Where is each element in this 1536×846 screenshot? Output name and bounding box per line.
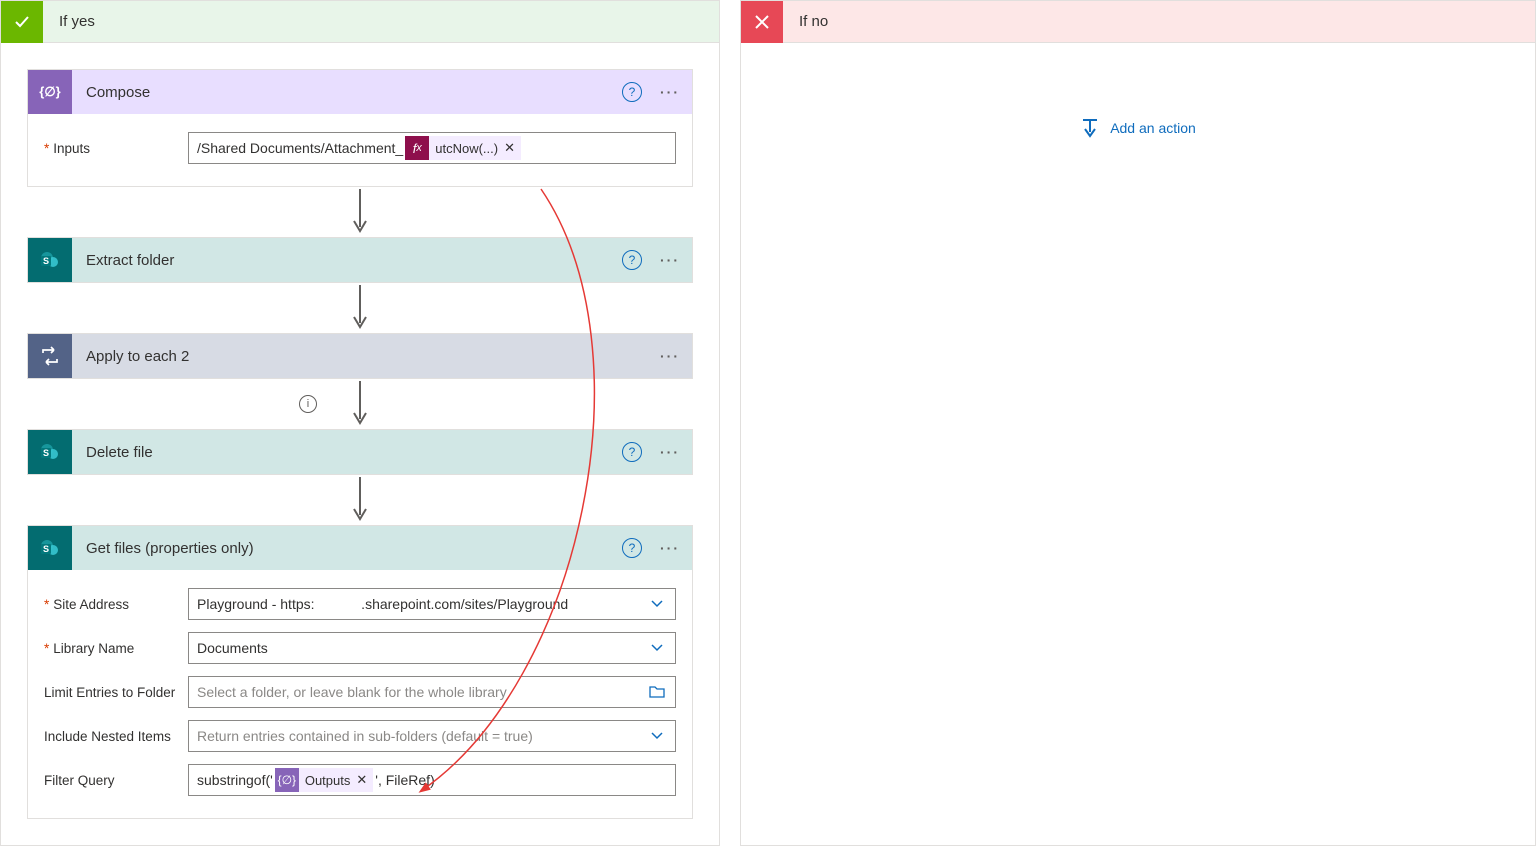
loop-icon [28,334,72,378]
help-icon[interactable]: ? [622,82,642,102]
remove-token-icon[interactable]: ✕ [356,772,367,788]
apply-to-each-card[interactable]: Apply to each 2 ··· [27,333,693,379]
help-icon[interactable]: ? [622,250,642,270]
more-icon[interactable]: ··· [656,540,684,556]
chevron-down-icon[interactable] [643,597,671,611]
compose-inputs-field[interactable]: /Shared Documents/Attachment_ fx utcNow(… [188,132,676,164]
compose-header[interactable]: {∅} Compose ? ··· [28,70,692,114]
svg-text:S: S [43,544,49,554]
extract-folder-card[interactable]: S Extract folder ? ··· [27,237,693,283]
filter-query-field[interactable]: substringof(' {∅} Outputs ✕ ', FileRef) [188,764,676,796]
inputs-label: *Inputs [44,141,188,156]
more-icon[interactable]: ··· [656,252,684,268]
if-no-title: If no [783,13,828,30]
info-icon[interactable]: i [299,395,317,413]
inputs-text-prefix: /Shared Documents/Attachment_ [197,140,403,156]
get-files-card[interactable]: S Get files (properties only) ? ··· *Sit… [27,525,693,819]
if-no-header: If no [741,1,1535,43]
extract-title: Extract folder [72,252,622,269]
svg-text:{∅}: {∅} [39,84,60,99]
sharepoint-icon: S [28,238,72,282]
add-action-button[interactable]: Add an action [1080,117,1196,139]
library-name-field[interactable]: Documents [188,632,676,664]
help-icon[interactable]: ? [622,442,642,462]
compose-card[interactable]: {∅} Compose ? ··· *Inputs /Shared Docume… [27,69,693,187]
site-address-field[interactable]: Playground - https: .sharepoint.com/site… [188,588,676,620]
if-no-branch: If no Add an action [740,0,1536,846]
utcnow-token[interactable]: fx utcNow(...) ✕ [405,136,521,160]
more-icon[interactable]: ··· [656,348,684,364]
svg-text:S: S [43,256,49,266]
library-name-label: *Library Name [44,641,188,656]
sharepoint-icon: S [28,430,72,474]
filter-suffix: ', FileRef) [375,772,434,788]
more-icon[interactable]: ··· [656,444,684,460]
limit-entries-field[interactable]: Select a folder, or leave blank for the … [188,676,676,708]
fx-icon: fx [405,136,429,160]
apply-title: Apply to each 2 [72,348,656,365]
add-action-icon [1080,117,1100,139]
folder-picker-icon[interactable] [643,684,671,701]
more-icon[interactable]: ··· [656,84,684,100]
compose-title: Compose [72,84,622,101]
delete-file-card[interactable]: S Delete file ? ··· [27,429,693,475]
compose-ref-icon: {∅} [275,768,299,792]
if-yes-title: If yes [43,13,95,30]
outputs-token[interactable]: {∅} Outputs ✕ [275,768,373,792]
chevron-down-icon[interactable] [643,729,671,743]
chevron-down-icon[interactable] [643,641,671,655]
connector-arrow [27,283,693,333]
filter-query-label: Filter Query [44,773,188,788]
getfiles-title: Get files (properties only) [72,540,622,557]
remove-token-icon[interactable]: ✕ [504,140,515,156]
svg-text:S: S [43,448,49,458]
if-yes-header: If yes [1,1,719,43]
include-nested-label: Include Nested Items [44,729,188,744]
connector-arrow [27,475,693,525]
site-address-label: *Site Address [44,597,188,612]
connector-arrow: i [27,379,693,429]
add-action-label: Add an action [1110,120,1196,136]
if-yes-branch: If yes {∅} Compose ? ··· *Inputs [0,0,720,846]
help-icon[interactable]: ? [622,538,642,558]
sharepoint-icon: S [28,526,72,570]
delete-title: Delete file [72,444,622,461]
checkmark-icon [1,1,43,43]
close-icon [741,1,783,43]
filter-prefix: substringof(' [197,772,273,788]
compose-icon: {∅} [28,70,72,114]
include-nested-field[interactable]: Return entries contained in sub-folders … [188,720,676,752]
limit-entries-label: Limit Entries to Folder [44,685,188,700]
connector-arrow [27,187,693,237]
